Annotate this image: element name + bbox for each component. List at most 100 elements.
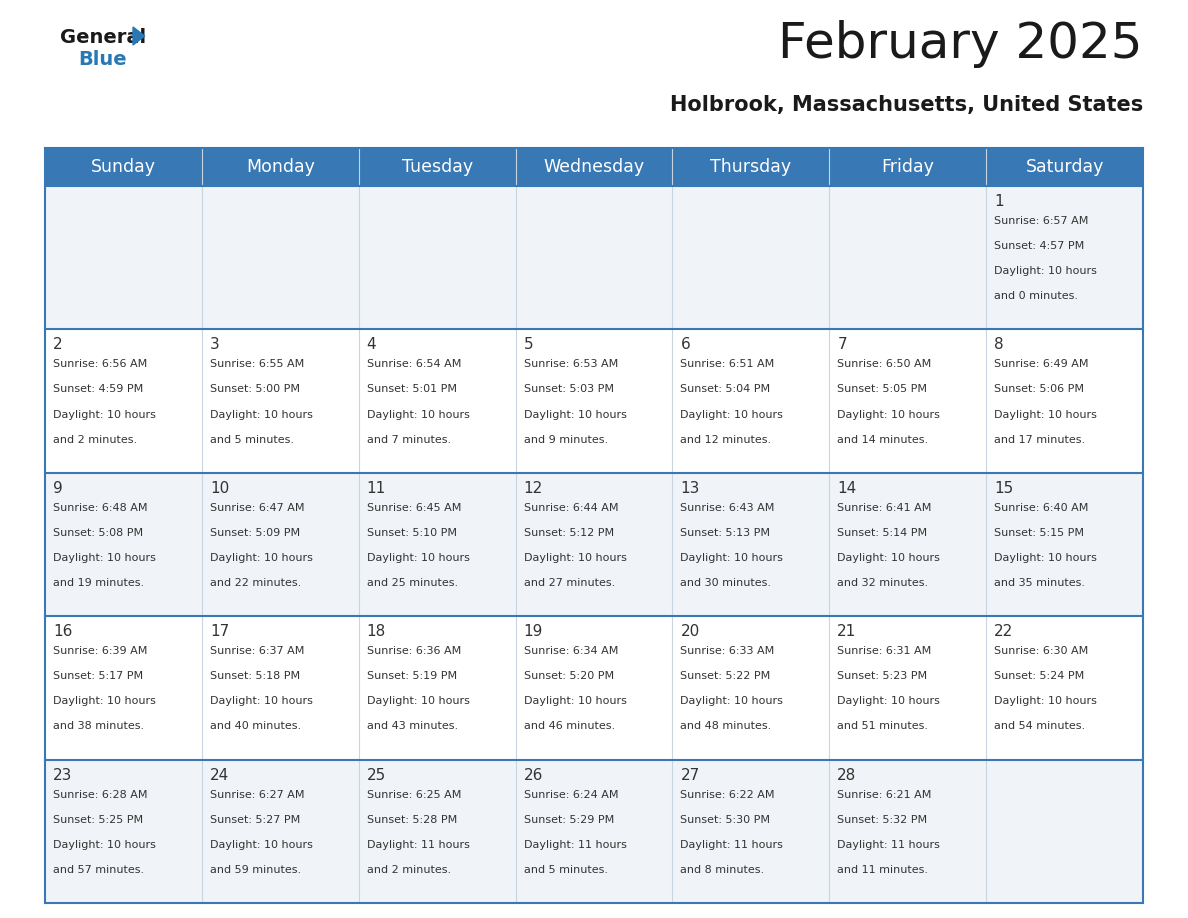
Text: Sunrise: 6:44 AM: Sunrise: 6:44 AM (524, 503, 618, 513)
Text: Daylight: 11 hours: Daylight: 11 hours (524, 840, 626, 850)
Text: Sunset: 5:29 PM: Sunset: 5:29 PM (524, 814, 614, 824)
Text: Sunrise: 6:31 AM: Sunrise: 6:31 AM (838, 646, 931, 656)
Text: and 43 minutes.: and 43 minutes. (367, 722, 457, 732)
Text: Daylight: 10 hours: Daylight: 10 hours (210, 840, 312, 850)
Text: Sunset: 5:23 PM: Sunset: 5:23 PM (838, 671, 928, 681)
Text: Daylight: 10 hours: Daylight: 10 hours (681, 409, 783, 420)
Text: 17: 17 (210, 624, 229, 639)
Text: and 9 minutes.: and 9 minutes. (524, 435, 608, 444)
Text: Sunrise: 6:36 AM: Sunrise: 6:36 AM (367, 646, 461, 656)
Text: and 5 minutes.: and 5 minutes. (210, 435, 293, 444)
Text: 26: 26 (524, 767, 543, 783)
Text: and 54 minutes.: and 54 minutes. (994, 722, 1086, 732)
Text: Sunset: 5:13 PM: Sunset: 5:13 PM (681, 528, 771, 538)
Text: Sunset: 5:19 PM: Sunset: 5:19 PM (367, 671, 457, 681)
Text: 3: 3 (210, 338, 220, 353)
Text: Sunset: 4:57 PM: Sunset: 4:57 PM (994, 241, 1085, 252)
Text: and 11 minutes.: and 11 minutes. (838, 865, 928, 875)
Text: 24: 24 (210, 767, 229, 783)
Text: Sunrise: 6:25 AM: Sunrise: 6:25 AM (367, 789, 461, 800)
Text: Daylight: 10 hours: Daylight: 10 hours (838, 409, 940, 420)
Text: and 59 minutes.: and 59 minutes. (210, 865, 301, 875)
Text: Daylight: 10 hours: Daylight: 10 hours (994, 409, 1097, 420)
Text: and 35 minutes.: and 35 minutes. (994, 578, 1085, 588)
Text: Thursday: Thursday (710, 158, 791, 176)
Text: Sunrise: 6:50 AM: Sunrise: 6:50 AM (838, 360, 931, 369)
Text: 21: 21 (838, 624, 857, 639)
Text: Sunrise: 6:28 AM: Sunrise: 6:28 AM (53, 789, 147, 800)
Text: 11: 11 (367, 481, 386, 496)
Text: 14: 14 (838, 481, 857, 496)
Text: Holbrook, Massachusetts, United States: Holbrook, Massachusetts, United States (670, 95, 1143, 115)
Text: and 25 minutes.: and 25 minutes. (367, 578, 457, 588)
Text: Sunrise: 6:47 AM: Sunrise: 6:47 AM (210, 503, 304, 513)
Text: Daylight: 10 hours: Daylight: 10 hours (210, 409, 312, 420)
Text: Sunrise: 6:39 AM: Sunrise: 6:39 AM (53, 646, 147, 656)
Text: Sunset: 5:08 PM: Sunset: 5:08 PM (53, 528, 143, 538)
Text: and 32 minutes.: and 32 minutes. (838, 578, 928, 588)
Text: and 38 minutes.: and 38 minutes. (53, 722, 144, 732)
Text: Daylight: 10 hours: Daylight: 10 hours (994, 697, 1097, 706)
Text: 12: 12 (524, 481, 543, 496)
Text: and 19 minutes.: and 19 minutes. (53, 578, 144, 588)
Text: Daylight: 10 hours: Daylight: 10 hours (994, 553, 1097, 563)
Text: Sunset: 5:09 PM: Sunset: 5:09 PM (210, 528, 301, 538)
Text: Sunset: 4:59 PM: Sunset: 4:59 PM (53, 385, 144, 395)
Bar (45, 148, 1143, 186)
Text: Daylight: 10 hours: Daylight: 10 hours (210, 697, 312, 706)
Bar (45, 330, 1143, 473)
Text: Sunset: 5:12 PM: Sunset: 5:12 PM (524, 528, 614, 538)
Text: Daylight: 10 hours: Daylight: 10 hours (524, 409, 626, 420)
Text: Sunset: 5:17 PM: Sunset: 5:17 PM (53, 671, 143, 681)
Text: Sunset: 5:18 PM: Sunset: 5:18 PM (210, 671, 301, 681)
Text: Blue: Blue (78, 50, 127, 69)
Bar (45, 616, 1143, 759)
Text: Sunset: 5:00 PM: Sunset: 5:00 PM (210, 385, 299, 395)
Text: and 48 minutes.: and 48 minutes. (681, 722, 772, 732)
Text: Sunrise: 6:51 AM: Sunrise: 6:51 AM (681, 360, 775, 369)
Text: Sunset: 5:30 PM: Sunset: 5:30 PM (681, 814, 771, 824)
Text: Daylight: 10 hours: Daylight: 10 hours (367, 697, 469, 706)
Text: 9: 9 (53, 481, 63, 496)
Text: General: General (61, 28, 146, 47)
Text: Sunset: 5:10 PM: Sunset: 5:10 PM (367, 528, 456, 538)
Bar (45, 186, 1143, 330)
Text: Sunrise: 6:21 AM: Sunrise: 6:21 AM (838, 789, 931, 800)
Text: and 5 minutes.: and 5 minutes. (524, 865, 607, 875)
Text: Daylight: 10 hours: Daylight: 10 hours (838, 697, 940, 706)
Text: Sunrise: 6:40 AM: Sunrise: 6:40 AM (994, 503, 1088, 513)
Text: 27: 27 (681, 767, 700, 783)
Text: Daylight: 10 hours: Daylight: 10 hours (367, 553, 469, 563)
Text: and 2 minutes.: and 2 minutes. (53, 435, 137, 444)
Text: Sunset: 5:05 PM: Sunset: 5:05 PM (838, 385, 928, 395)
Text: and 17 minutes.: and 17 minutes. (994, 435, 1086, 444)
Text: 13: 13 (681, 481, 700, 496)
Text: Sunrise: 6:49 AM: Sunrise: 6:49 AM (994, 360, 1088, 369)
Text: Daylight: 10 hours: Daylight: 10 hours (53, 697, 156, 706)
Text: Sunrise: 6:24 AM: Sunrise: 6:24 AM (524, 789, 618, 800)
Text: 20: 20 (681, 624, 700, 639)
Text: Sunset: 5:27 PM: Sunset: 5:27 PM (210, 814, 301, 824)
Text: and 12 minutes.: and 12 minutes. (681, 435, 771, 444)
Text: Saturday: Saturday (1025, 158, 1104, 176)
Text: Sunrise: 6:53 AM: Sunrise: 6:53 AM (524, 360, 618, 369)
Text: 6: 6 (681, 338, 690, 353)
Text: Sunrise: 6:41 AM: Sunrise: 6:41 AM (838, 503, 931, 513)
Text: 8: 8 (994, 338, 1004, 353)
Text: 16: 16 (53, 624, 72, 639)
Text: and 22 minutes.: and 22 minutes. (210, 578, 301, 588)
Text: and 7 minutes.: and 7 minutes. (367, 435, 450, 444)
Text: Daylight: 10 hours: Daylight: 10 hours (210, 553, 312, 563)
Text: Sunrise: 6:45 AM: Sunrise: 6:45 AM (367, 503, 461, 513)
Text: 4: 4 (367, 338, 377, 353)
Text: 18: 18 (367, 624, 386, 639)
Text: 22: 22 (994, 624, 1013, 639)
Text: Daylight: 10 hours: Daylight: 10 hours (53, 840, 156, 850)
Text: Sunset: 5:22 PM: Sunset: 5:22 PM (681, 671, 771, 681)
Text: and 51 minutes.: and 51 minutes. (838, 722, 928, 732)
Text: Daylight: 11 hours: Daylight: 11 hours (838, 840, 940, 850)
Text: Wednesday: Wednesday (543, 158, 645, 176)
Text: 23: 23 (53, 767, 72, 783)
Text: and 8 minutes.: and 8 minutes. (681, 865, 765, 875)
Text: and 2 minutes.: and 2 minutes. (367, 865, 450, 875)
